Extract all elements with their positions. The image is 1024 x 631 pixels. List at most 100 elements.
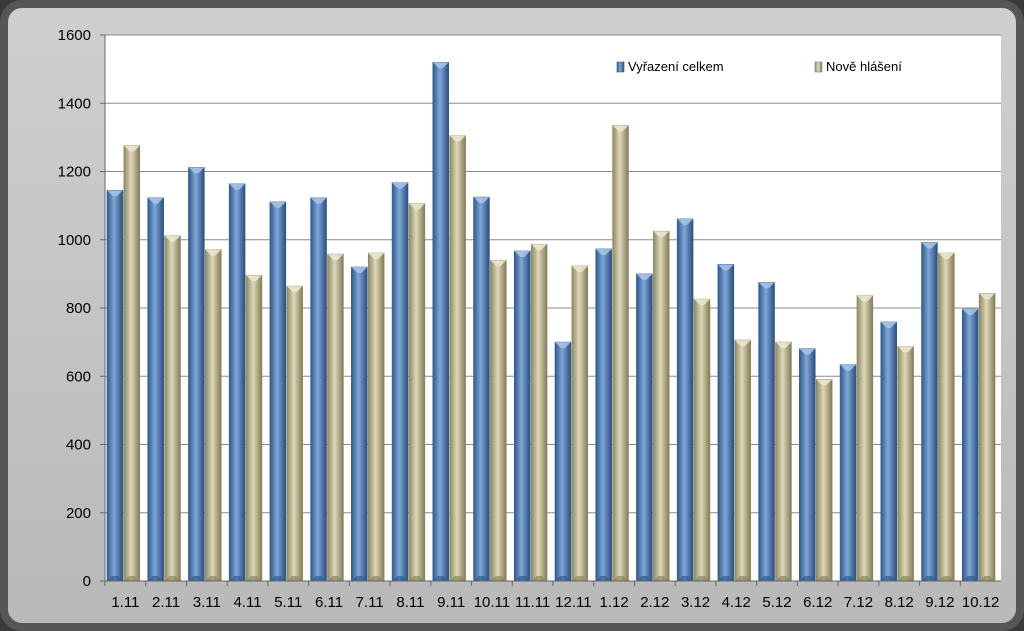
bar-nove	[612, 125, 629, 582]
y-tick-label: 800	[66, 300, 91, 317]
bar-bevel	[147, 197, 164, 204]
bar-bevel	[816, 379, 833, 386]
bar-base-bevel	[327, 576, 344, 581]
bar-base-bevel	[408, 576, 425, 581]
bar-vyrazeni	[921, 242, 938, 582]
bar-vyrazeni	[269, 201, 287, 582]
bar-base-bevel	[490, 576, 507, 581]
bar-bevel	[840, 364, 856, 371]
bar-vyrazeni	[147, 197, 164, 582]
x-tick-label: 6.12	[803, 594, 832, 611]
y-tick-label: 0	[83, 573, 91, 590]
bar-bevel	[653, 231, 670, 238]
x-tick-label: 5.12	[762, 594, 791, 611]
bar-vyrazeni	[106, 189, 124, 582]
bar-base-bevel	[840, 576, 856, 581]
bar-vyrazeni	[391, 182, 409, 582]
x-tick-label: 1.11	[111, 594, 139, 611]
bar-nove	[245, 274, 263, 582]
bar-bevel	[612, 125, 629, 132]
bar-vyrazeni	[880, 321, 898, 582]
legend-swatch	[814, 61, 823, 73]
bar-base-bevel	[310, 576, 327, 581]
y-tick-label: 400	[66, 437, 91, 454]
bar-base-bevel	[286, 576, 303, 581]
x-tick-label: 12.11	[555, 594, 591, 611]
bar-bevel	[408, 203, 425, 210]
x-tick-label: 8.12	[885, 594, 914, 611]
bar-bevel	[694, 299, 710, 306]
bar-vyrazeni	[636, 273, 653, 582]
bar-base-bevel	[962, 576, 979, 581]
bar-nove	[123, 145, 141, 582]
bar-bevel	[880, 321, 897, 328]
bar-base-bevel	[368, 576, 385, 581]
y-tick-label: 1000	[58, 232, 91, 249]
bar-vyrazeni	[799, 348, 816, 582]
bar-base-bevel	[694, 576, 710, 581]
bar-base-bevel	[147, 576, 164, 581]
bar-base-bevel	[856, 576, 873, 581]
bar-bevel	[758, 282, 775, 289]
bar-vyrazeni	[473, 196, 490, 582]
y-tick-label: 1200	[58, 164, 91, 181]
bar-bevel	[962, 309, 979, 316]
x-tick-label: 3.11	[193, 594, 221, 611]
bar-base-bevel	[473, 576, 490, 581]
bar-bevel	[775, 342, 792, 349]
bar-base-bevel	[734, 576, 751, 581]
bar-base-bevel	[531, 576, 548, 581]
bar-base-bevel	[449, 576, 466, 581]
bar-nove	[938, 252, 955, 582]
bar-bevel	[351, 267, 368, 274]
bar-base-bevel	[514, 576, 531, 581]
bar-bevel	[246, 275, 262, 282]
bar-base-bevel	[897, 576, 914, 581]
bar-bevel	[571, 266, 588, 273]
bar-nove	[164, 235, 181, 582]
bar-vyrazeni	[310, 197, 327, 582]
bar-bevel	[392, 182, 408, 189]
bar-bevel	[310, 197, 327, 204]
legend-swatch	[616, 61, 625, 73]
bar-bevel	[229, 183, 246, 190]
bar-nove	[286, 285, 303, 582]
bar-base-bevel	[555, 576, 571, 581]
bar-base-bevel	[799, 576, 816, 581]
bar-base-bevel	[636, 576, 653, 581]
bar-bevel	[531, 244, 548, 251]
bar-base-bevel	[880, 576, 897, 581]
bar-base-bevel	[938, 576, 955, 581]
bar-bevel	[897, 346, 914, 353]
bar-nove	[367, 252, 385, 582]
bar-bevel	[734, 340, 751, 347]
bar-vyrazeni	[717, 264, 735, 582]
bar-vyrazeni	[676, 218, 694, 582]
bar-bevel	[938, 253, 955, 260]
x-tick-label: 3.12	[681, 594, 710, 611]
bar-nove	[856, 295, 874, 582]
y-tick-label: 200	[66, 505, 91, 522]
bar-nove	[449, 135, 466, 582]
bar-bevel	[188, 167, 205, 174]
bar-bevel	[856, 295, 873, 302]
bar-nove	[327, 253, 344, 582]
bar-base-bevel	[653, 576, 670, 581]
x-tick-label: 7.12	[844, 594, 873, 611]
bar-bevel	[490, 260, 507, 267]
bar-vyrazeni	[839, 364, 857, 582]
bar-base-bevel	[758, 576, 775, 581]
x-tick-label: 1.12	[599, 594, 628, 611]
bar-base-bevel	[432, 576, 449, 581]
y-tick-label: 600	[66, 368, 91, 385]
bar-bevel	[164, 235, 181, 242]
x-tick-label: 2.11	[152, 594, 180, 611]
x-tick-label: 9.11	[437, 594, 465, 611]
bar-nove	[978, 293, 996, 582]
bar-bevel	[205, 249, 222, 256]
bar-base-bevel	[717, 576, 734, 581]
bar-bevel	[595, 248, 612, 255]
x-tick-label: 4.11	[233, 594, 261, 611]
bar-bevel	[327, 254, 344, 261]
bar-bevel	[921, 242, 938, 249]
